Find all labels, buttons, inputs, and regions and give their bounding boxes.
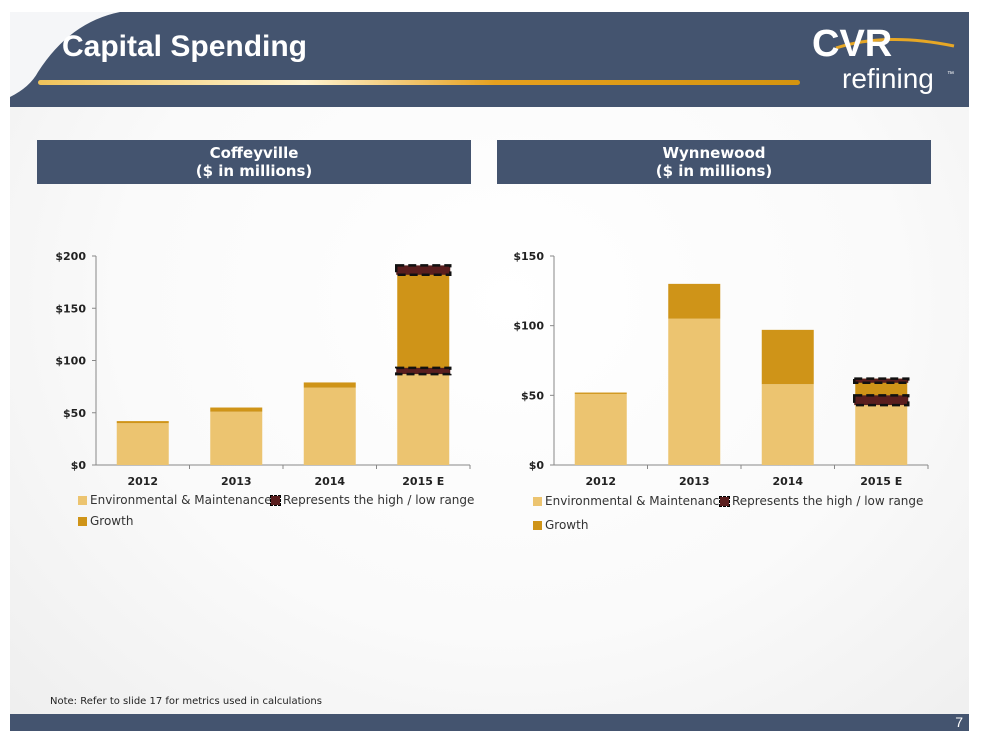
y-tick-label: $50 xyxy=(63,407,86,420)
panel-title: Coffeyville xyxy=(209,144,299,162)
bar-growth xyxy=(574,392,627,394)
legend-swatch-env xyxy=(78,495,87,505)
x-tick-label: 2014 xyxy=(772,475,803,488)
y-tick-label: $150 xyxy=(513,250,544,263)
legend-swatch-growth xyxy=(78,516,87,526)
legend-item-range: Represents the high / low range xyxy=(270,493,475,507)
slide: Capital Spending CVR refining ™ Coffeyvi… xyxy=(10,12,969,731)
y-tick-label: $100 xyxy=(513,320,544,333)
bar-growth xyxy=(210,407,263,412)
logo-text-top: CVR xyxy=(812,23,892,65)
bar-env xyxy=(855,405,908,465)
bar-env xyxy=(210,411,263,465)
legend-label-env: Environmental & Maintenance xyxy=(90,493,272,507)
range-marker xyxy=(395,366,452,376)
x-tick-label: 2012 xyxy=(127,475,158,488)
legend-item-range: Represents the high / low range xyxy=(719,494,924,508)
y-tick-label: $0 xyxy=(529,459,545,472)
panel-title: Wynnewood xyxy=(662,144,766,162)
legend-item-growth: Growth xyxy=(533,518,588,532)
range-marker xyxy=(853,394,910,407)
bar-env xyxy=(303,387,356,465)
bar-env xyxy=(574,393,627,465)
panel-header-coffeyville: Coffeyville ($ in millions) xyxy=(37,140,471,184)
y-tick-label: $150 xyxy=(55,302,86,315)
legend-label-env: Environmental & Maintenance xyxy=(545,494,727,508)
range-marker xyxy=(395,264,452,277)
legend-swatch-growth xyxy=(533,520,542,530)
y-tick-label: $100 xyxy=(55,355,86,368)
footer-band: 7 xyxy=(10,714,969,731)
legend-coffeyville: Environmental & Maintenance Represents t… xyxy=(78,493,478,533)
panel-subtitle: ($ in millions) xyxy=(195,162,313,180)
header-decoration xyxy=(10,12,800,97)
bar-growth xyxy=(116,421,169,424)
panel-header-wynnewood: Wynnewood ($ in millions) xyxy=(497,140,931,184)
x-tick-label: 2013 xyxy=(221,475,252,488)
legend-label-growth: Growth xyxy=(545,518,589,532)
legend-label-range: Represents the high / low range xyxy=(283,493,475,507)
page-title: Capital Spending xyxy=(62,30,308,63)
bar-growth xyxy=(761,329,814,385)
x-tick-label: 2012 xyxy=(585,475,616,488)
legend-swatch-env xyxy=(533,496,542,506)
footnote: Note: Refer to slide 17 for metrics used… xyxy=(50,696,322,707)
bar-growth xyxy=(397,270,450,375)
bar-growth xyxy=(303,382,356,388)
legend-swatch-range xyxy=(270,494,281,506)
panel-subtitle: ($ in millions) xyxy=(655,162,773,180)
legend-item-env: Environmental & Maintenance xyxy=(533,494,727,508)
bar-env xyxy=(668,318,721,465)
y-tick-label: $200 xyxy=(55,250,86,263)
x-tick-label: 2015 E xyxy=(402,475,444,488)
cvr-logo: CVR refining ™ xyxy=(812,23,955,94)
legend-label-growth: Growth xyxy=(90,514,134,528)
page-number: 7 xyxy=(955,714,963,730)
logo-text-bottom: refining xyxy=(842,63,934,94)
header-band xyxy=(10,12,969,107)
range-marker xyxy=(853,377,910,385)
bar-env xyxy=(116,423,169,465)
wynnewood-chart: $0 $50 $100 $150 2012 2013 2014 2015 E xyxy=(513,250,929,488)
bar-growth xyxy=(668,283,721,319)
accent-line xyxy=(38,80,800,85)
legend-item-growth: Growth xyxy=(78,514,133,528)
legend-swatch-range xyxy=(719,495,730,507)
coffeyville-chart: $0 $50 $100 $150 $200 2012 2013 2014 2015 E xyxy=(55,250,471,488)
legend-item-env: Environmental & Maintenance xyxy=(78,493,272,507)
y-tick-label: $50 xyxy=(521,389,544,402)
legend-wynnewood: Environmental & Maintenance Represents t… xyxy=(533,494,933,538)
y-tick-label: $0 xyxy=(71,459,87,472)
bar-env xyxy=(397,374,450,465)
legend-label-range: Represents the high / low range xyxy=(732,494,924,508)
x-tick-label: 2015 E xyxy=(860,475,902,488)
bar-env xyxy=(761,384,814,465)
x-tick-label: 2014 xyxy=(314,475,345,488)
logo-tm: ™ xyxy=(947,71,954,78)
x-tick-label: 2013 xyxy=(679,475,710,488)
